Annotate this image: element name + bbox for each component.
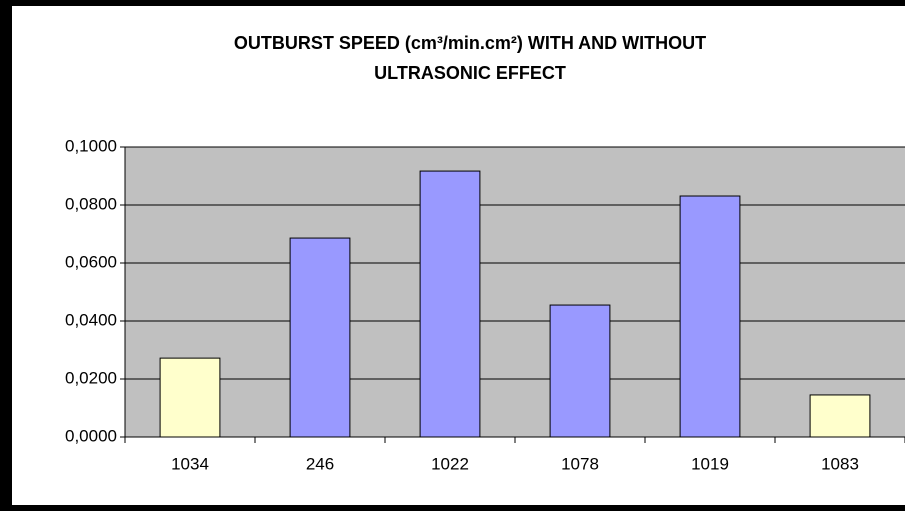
bar xyxy=(419,170,481,438)
y-tick-label: 0,1000 xyxy=(65,136,117,155)
y-tick-label: 0,0600 xyxy=(65,252,117,271)
x-tick-label: 1019 xyxy=(691,454,729,473)
y-tick-label: 0,0000 xyxy=(65,426,117,445)
bar xyxy=(159,357,221,438)
y-tick-label: 0,0200 xyxy=(65,368,117,387)
x-tick-label: 1078 xyxy=(561,454,599,473)
chart-title: OUTBURST SPEED (cm³/min.cm²) WITH AND WI… xyxy=(234,33,706,53)
x-tick-label: 1083 xyxy=(821,454,859,473)
bar xyxy=(549,304,611,438)
y-tick-label: 0,0800 xyxy=(65,194,117,213)
bar xyxy=(809,394,871,438)
plot-area xyxy=(125,147,905,437)
x-tick-label: 246 xyxy=(306,454,334,473)
y-tick-label: 0,0400 xyxy=(65,310,117,329)
x-tick-label: 1022 xyxy=(431,454,469,473)
bar xyxy=(289,237,351,438)
x-tick-label: 1034 xyxy=(171,454,209,473)
chart-title: ULTRASONIC EFFECT xyxy=(374,63,566,83)
bar xyxy=(679,195,741,438)
